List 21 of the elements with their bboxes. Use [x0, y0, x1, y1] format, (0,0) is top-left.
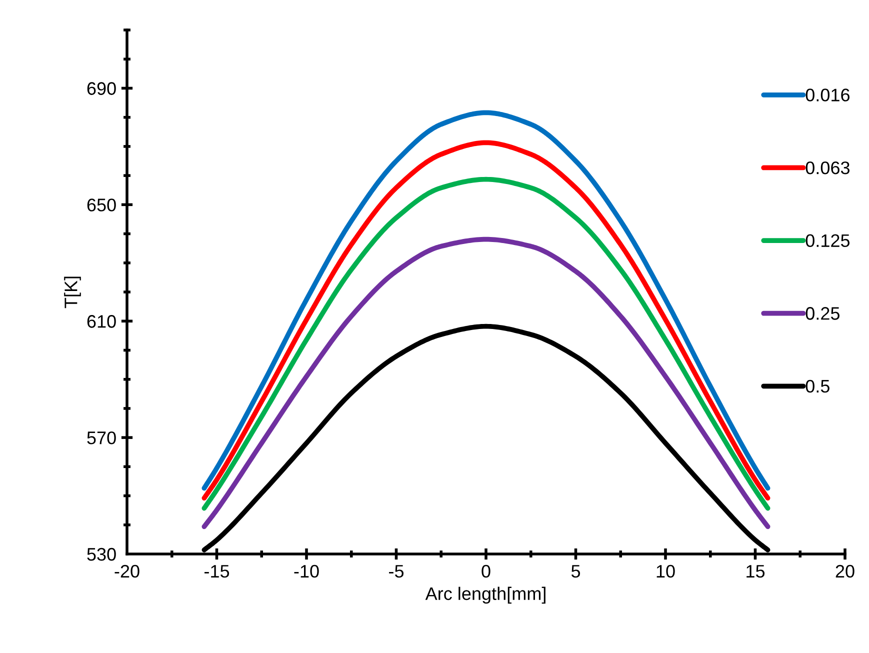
- x-tick-label: 15: [746, 565, 765, 578]
- x-tick-label: 10: [656, 564, 675, 578]
- x-tick-label: -20: [114, 564, 140, 578]
- y-tick-label: 650: [87, 198, 116, 212]
- legend-label: 0.5: [806, 380, 830, 393]
- legend-label: 0.063: [806, 161, 850, 174]
- x-axis-title: Arc length[mm]: [425, 586, 546, 604]
- legend-label: 0.125: [806, 234, 850, 248]
- x-tick-label: -10: [294, 564, 319, 578]
- legend-label: 0.25: [806, 307, 840, 320]
- y-tick-label: 610: [87, 315, 116, 328]
- x-tick-label: 0: [482, 564, 490, 578]
- legend-label: 0.016: [806, 88, 850, 102]
- y-tick-label: 690: [87, 82, 116, 95]
- y-axis-title: T[K]: [64, 276, 81, 308]
- x-tick-label: -5: [389, 565, 404, 578]
- x-tick-label: 20: [836, 564, 854, 578]
- y-tick-label: 570: [87, 431, 116, 444]
- x-tick-label: 5: [571, 565, 580, 578]
- x-tick-label: -15: [204, 565, 230, 578]
- y-tick-label: 530: [87, 548, 116, 561]
